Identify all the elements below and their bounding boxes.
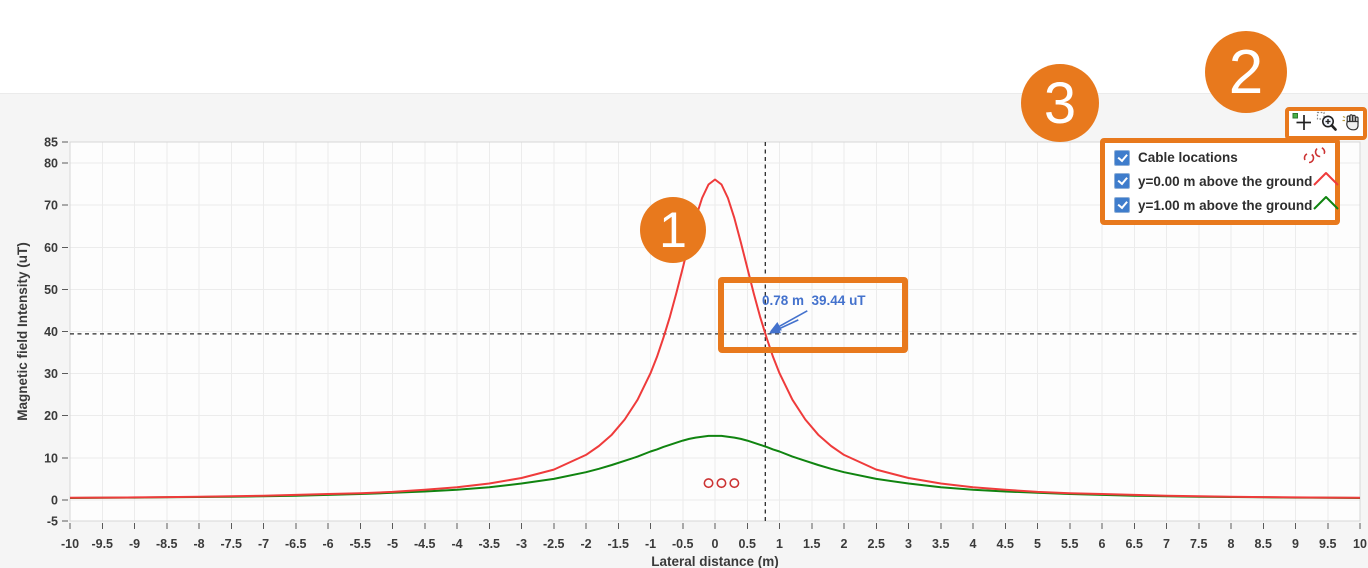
svg-text:50: 50 bbox=[44, 283, 58, 297]
svg-text:1: 1 bbox=[776, 537, 783, 551]
svg-text:-2.5: -2.5 bbox=[543, 537, 565, 551]
x-axis-labels: -10 -9.5 -9 -8.5 -8 -7.5 -7 -6.5 -6 -5.5 -5 -4.5 -4-… bbox=[61, 537, 1367, 551]
legend-symbol-icon bbox=[1312, 194, 1340, 216]
svg-text:-7.5: -7.5 bbox=[220, 537, 242, 551]
svg-text:-5: -5 bbox=[47, 515, 58, 529]
curve-y-0-00-m-above-the-ground bbox=[69, 178, 1361, 499]
pan-tool-button[interactable] bbox=[1341, 112, 1362, 135]
legend-symbol-icon bbox=[1299, 145, 1329, 170]
svg-text:85: 85 bbox=[44, 136, 58, 150]
svg-text:-3: -3 bbox=[516, 537, 527, 551]
svg-text:9.5: 9.5 bbox=[1319, 537, 1336, 551]
svg-text:10: 10 bbox=[44, 451, 58, 465]
legend-row-1: y=0.00 m above the ground bbox=[1114, 170, 1340, 193]
svg-text:-5: -5 bbox=[387, 537, 398, 551]
legend-label: y=0.00 m above the ground bbox=[1138, 173, 1313, 189]
svg-text:-2: -2 bbox=[580, 537, 591, 551]
svg-text:8: 8 bbox=[1228, 537, 1235, 551]
svg-text:-5.5: -5.5 bbox=[349, 537, 371, 551]
plot-legend: Cable locations y=0.00 m above the ground… bbox=[1100, 138, 1340, 225]
svg-text:8.5: 8.5 bbox=[1255, 537, 1272, 551]
x-axis-title: Lateral distance (m) bbox=[651, 554, 779, 568]
svg-text:70: 70 bbox=[44, 199, 58, 213]
x-axis-ticks bbox=[69, 523, 1361, 529]
plot-border bbox=[69, 141, 1361, 522]
svg-text:9: 9 bbox=[1292, 537, 1299, 551]
cursor-arrow bbox=[768, 310, 808, 334]
legend-label: y=1.00 m above the ground bbox=[1138, 197, 1313, 213]
svg-text:7.5: 7.5 bbox=[1190, 537, 1207, 551]
legend-row-2: y=1.00 m above the ground bbox=[1114, 194, 1340, 217]
svg-text:-8: -8 bbox=[193, 537, 204, 551]
curve-y-1-00-m-above-the-ground bbox=[69, 434, 1361, 499]
svg-text:20: 20 bbox=[44, 409, 58, 423]
svg-text:-8.5: -8.5 bbox=[156, 537, 178, 551]
svg-text:3.5: 3.5 bbox=[932, 537, 949, 551]
legend-symbol-icon bbox=[1312, 170, 1340, 192]
svg-text:6.5: 6.5 bbox=[1126, 537, 1143, 551]
cursor-readout: 0.78 m 39.44 uT bbox=[762, 293, 866, 308]
svg-text:5: 5 bbox=[1034, 537, 1041, 551]
svg-text:60: 60 bbox=[44, 241, 58, 255]
legend-checkbox-1[interactable] bbox=[1114, 173, 1130, 190]
cursor-tool-icon bbox=[1291, 111, 1312, 137]
legend-row-0: Cable locations bbox=[1114, 146, 1329, 169]
legend-checkbox-2[interactable] bbox=[1114, 197, 1130, 214]
svg-text:0: 0 bbox=[712, 537, 719, 551]
cable-location-markers bbox=[703, 478, 740, 489]
legend-label: Cable locations bbox=[1138, 150, 1238, 166]
svg-text:10: 10 bbox=[1353, 537, 1367, 551]
y-axis-ticks bbox=[62, 141, 68, 522]
pan-tool-icon bbox=[1341, 111, 1362, 137]
legend-checkbox-0[interactable] bbox=[1114, 149, 1130, 166]
svg-text:4: 4 bbox=[970, 537, 977, 551]
step-badge-2: 2 bbox=[1205, 31, 1287, 113]
zoom-tool-icon bbox=[1316, 111, 1337, 137]
svg-text:-0.5: -0.5 bbox=[672, 537, 694, 551]
svg-text:2: 2 bbox=[841, 537, 848, 551]
svg-text:-10: -10 bbox=[61, 537, 79, 551]
y-axis-title: Magnetic field Intensity (uT) bbox=[15, 242, 30, 421]
step-badge-1: 1 bbox=[640, 197, 706, 263]
svg-text:80: 80 bbox=[44, 157, 58, 171]
svg-text:2.5: 2.5 bbox=[868, 537, 885, 551]
y-axis-labels: -5 0 10 20 30 40 50 60 70 80 85 bbox=[44, 136, 58, 529]
graph-tool-palette bbox=[1285, 107, 1367, 140]
svg-text:5.5: 5.5 bbox=[1061, 537, 1078, 551]
svg-text:7: 7 bbox=[1163, 537, 1170, 551]
zoom-tool-button[interactable] bbox=[1316, 111, 1337, 137]
svg-text:0.5: 0.5 bbox=[739, 537, 756, 551]
svg-text:-1.5: -1.5 bbox=[607, 537, 629, 551]
svg-text:0: 0 bbox=[51, 493, 58, 507]
svg-text:-1: -1 bbox=[645, 537, 656, 551]
svg-text:-4.5: -4.5 bbox=[414, 537, 436, 551]
svg-text:-7: -7 bbox=[258, 537, 269, 551]
svg-text:1.5: 1.5 bbox=[803, 537, 820, 551]
svg-text:6: 6 bbox=[1099, 537, 1106, 551]
svg-text:3: 3 bbox=[905, 537, 912, 551]
svg-text:-4: -4 bbox=[451, 537, 462, 551]
svg-text:-6.5: -6.5 bbox=[285, 537, 307, 551]
svg-text:4.5: 4.5 bbox=[997, 537, 1014, 551]
svg-text:30: 30 bbox=[44, 367, 58, 381]
cursor-tool-button[interactable] bbox=[1291, 112, 1312, 135]
svg-text:-9: -9 bbox=[129, 537, 140, 551]
cursor-highlight-box bbox=[718, 277, 908, 353]
svg-text:-6: -6 bbox=[322, 537, 333, 551]
svg-text:40: 40 bbox=[44, 325, 58, 339]
svg-text:-3.5: -3.5 bbox=[478, 537, 500, 551]
step-badge-3: 3 bbox=[1021, 64, 1099, 142]
svg-text:-9.5: -9.5 bbox=[91, 537, 113, 551]
